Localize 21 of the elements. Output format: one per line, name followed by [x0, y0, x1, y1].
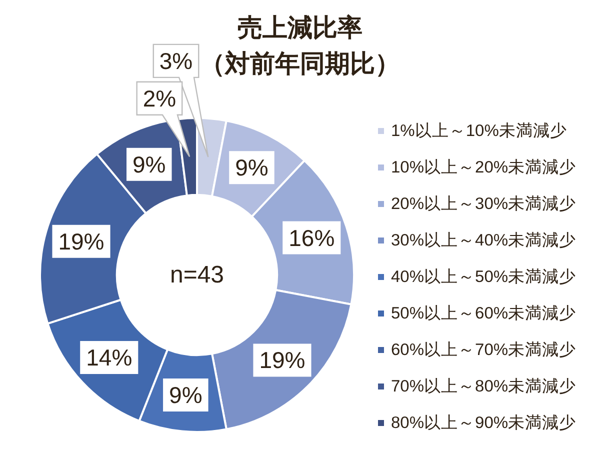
data-label: 9% — [235, 154, 268, 181]
data-label: 2% — [142, 85, 176, 112]
data-label: 14% — [86, 344, 132, 371]
data-label: 19% — [259, 347, 306, 374]
data-label: 9% — [132, 151, 166, 178]
data-label: 16% — [288, 224, 335, 251]
chart-subtitle: （対前年同期比） — [200, 50, 400, 78]
legend-label: 40%以上～50%未満減少 — [391, 268, 576, 286]
data-label: 19% — [58, 228, 104, 254]
legend-label: 1%以上～10%未満減少 — [391, 122, 567, 140]
legend-label: 50%以上～60%未満減少 — [391, 304, 576, 322]
text: n=43 — [170, 262, 224, 288]
legend-label: 20%以上～30%未満減少 — [391, 195, 576, 213]
legend-label: 10%以上～20%未満減少 — [391, 158, 576, 176]
legend-label: 30%以上～40%未満減少 — [391, 232, 576, 250]
legend-label: 70%以上～80%未満減少 — [391, 378, 576, 396]
legend-label: 80%以上～90%未満減少 — [391, 414, 576, 432]
data-label: 9% — [169, 382, 202, 408]
chart-title: 売上減比率 — [238, 14, 362, 42]
legend-label: 60%以上～70%未満減少 — [391, 341, 576, 359]
data-label: 3% — [159, 48, 193, 74]
